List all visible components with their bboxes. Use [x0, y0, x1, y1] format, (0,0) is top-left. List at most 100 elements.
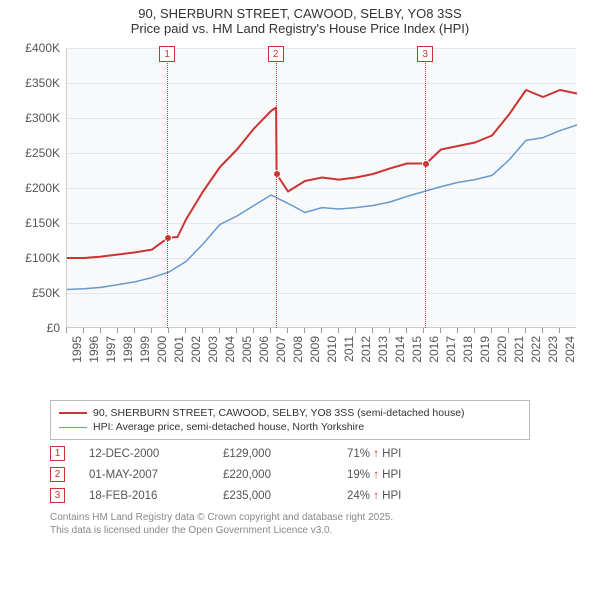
x-tick	[474, 328, 475, 333]
chart-svg	[67, 48, 577, 328]
x-axis-label: 2000	[155, 336, 169, 363]
x-tick	[253, 328, 254, 333]
x-tick	[83, 328, 84, 333]
event-marker-dot	[164, 234, 172, 242]
x-axis-label: 1996	[87, 336, 101, 363]
event-marker-line	[425, 48, 426, 328]
x-axis-label: 2016	[427, 336, 441, 363]
x-axis-label: 1998	[121, 336, 135, 363]
y-axis-label: £200K	[10, 181, 60, 195]
x-tick	[338, 328, 339, 333]
x-axis-label: 2020	[495, 336, 509, 363]
y-axis-label: £250K	[10, 146, 60, 160]
y-axis-label: £350K	[10, 76, 60, 90]
event-marker-line	[276, 48, 277, 328]
x-axis-label: 2021	[512, 336, 526, 363]
x-axis-label: 2014	[393, 336, 407, 363]
x-tick	[236, 328, 237, 333]
x-axis-label: 2012	[359, 336, 373, 363]
x-tick	[117, 328, 118, 333]
x-tick	[440, 328, 441, 333]
x-tick	[100, 328, 101, 333]
plot-area	[66, 48, 576, 328]
event-price: £129,000	[223, 448, 323, 460]
x-tick	[287, 328, 288, 333]
x-axis-label: 2017	[444, 336, 458, 363]
series-line-hpi	[67, 125, 577, 290]
x-tick	[525, 328, 526, 333]
x-tick	[168, 328, 169, 333]
event-number-box: 3	[50, 488, 65, 503]
y-axis-label: £150K	[10, 216, 60, 230]
x-axis-label: 2013	[376, 336, 390, 363]
x-axis-label: 2010	[325, 336, 339, 363]
y-axis-label: £300K	[10, 111, 60, 125]
event-date: 18-FEB-2016	[89, 490, 199, 502]
event-marker-box-2: 2	[268, 46, 284, 62]
x-tick	[185, 328, 186, 333]
event-hpi: 19% ↑ HPI	[347, 469, 467, 481]
x-tick	[151, 328, 152, 333]
event-row: 2 01-MAY-2007 £220,000 19% ↑ HPI	[50, 467, 600, 482]
x-tick	[202, 328, 203, 333]
x-tick	[134, 328, 135, 333]
x-tick	[508, 328, 509, 333]
y-axis-label: £0	[10, 321, 60, 335]
x-axis-label: 2018	[461, 336, 475, 363]
event-price: £235,000	[223, 490, 323, 502]
series-line-property	[67, 90, 577, 258]
y-axis-label: £400K	[10, 41, 60, 55]
event-hpi: 24% ↑ HPI	[347, 490, 467, 502]
x-tick	[457, 328, 458, 333]
event-hpi: 71% ↑ HPI	[347, 448, 467, 460]
y-axis-label: £50K	[10, 286, 60, 300]
x-axis-label: 2019	[478, 336, 492, 363]
x-axis-label: 2022	[529, 336, 543, 363]
legend-item: 90, SHERBURN STREET, CAWOOD, SELBY, YO8 …	[59, 407, 521, 419]
x-axis-label: 2011	[342, 336, 356, 362]
x-axis-label: 2024	[563, 336, 577, 363]
x-tick	[491, 328, 492, 333]
event-price: £220,000	[223, 469, 323, 481]
event-date: 01-MAY-2007	[89, 469, 199, 481]
legend-swatch	[59, 427, 87, 428]
footer-attribution: Contains HM Land Registry data © Crown c…	[50, 511, 550, 537]
x-tick	[389, 328, 390, 333]
x-tick	[355, 328, 356, 333]
event-marker-box-3: 3	[417, 46, 433, 62]
footer-line2: This data is licensed under the Open Gov…	[50, 525, 332, 536]
x-axis-label: 1997	[104, 336, 118, 363]
x-tick	[559, 328, 560, 333]
chart-subtitle: Price paid vs. HM Land Registry's House …	[0, 21, 600, 36]
x-axis-label: 2007	[274, 336, 288, 363]
legend-label: 90, SHERBURN STREET, CAWOOD, SELBY, YO8 …	[93, 407, 465, 419]
x-tick	[542, 328, 543, 333]
event-number-box: 1	[50, 446, 65, 461]
x-axis-label: 2009	[308, 336, 322, 363]
event-marker-line	[167, 48, 168, 328]
legend-label: HPI: Average price, semi-detached house,…	[93, 421, 364, 433]
legend-swatch	[59, 412, 87, 414]
x-axis-label: 1995	[70, 336, 84, 363]
event-marker-box-1: 1	[159, 46, 175, 62]
x-tick	[321, 328, 322, 333]
event-marker-dot	[422, 160, 430, 168]
event-row: 1 12-DEC-2000 £129,000 71% ↑ HPI	[50, 446, 600, 461]
x-tick	[66, 328, 67, 333]
x-axis-label: 2006	[257, 336, 271, 363]
event-marker-dot	[273, 170, 281, 178]
x-tick	[406, 328, 407, 333]
x-tick	[219, 328, 220, 333]
x-axis-label: 2004	[223, 336, 237, 363]
x-axis-label: 2001	[172, 336, 186, 363]
legend-item: HPI: Average price, semi-detached house,…	[59, 421, 521, 433]
x-tick	[270, 328, 271, 333]
footer-line1: Contains HM Land Registry data © Crown c…	[50, 512, 393, 523]
legend: 90, SHERBURN STREET, CAWOOD, SELBY, YO8 …	[50, 400, 530, 440]
chart-title: 90, SHERBURN STREET, CAWOOD, SELBY, YO8 …	[0, 6, 600, 21]
x-axis-label: 2002	[189, 336, 203, 363]
x-axis-label: 2015	[410, 336, 424, 363]
event-date: 12-DEC-2000	[89, 448, 199, 460]
event-number-box: 2	[50, 467, 65, 482]
x-axis-label: 2003	[206, 336, 220, 363]
